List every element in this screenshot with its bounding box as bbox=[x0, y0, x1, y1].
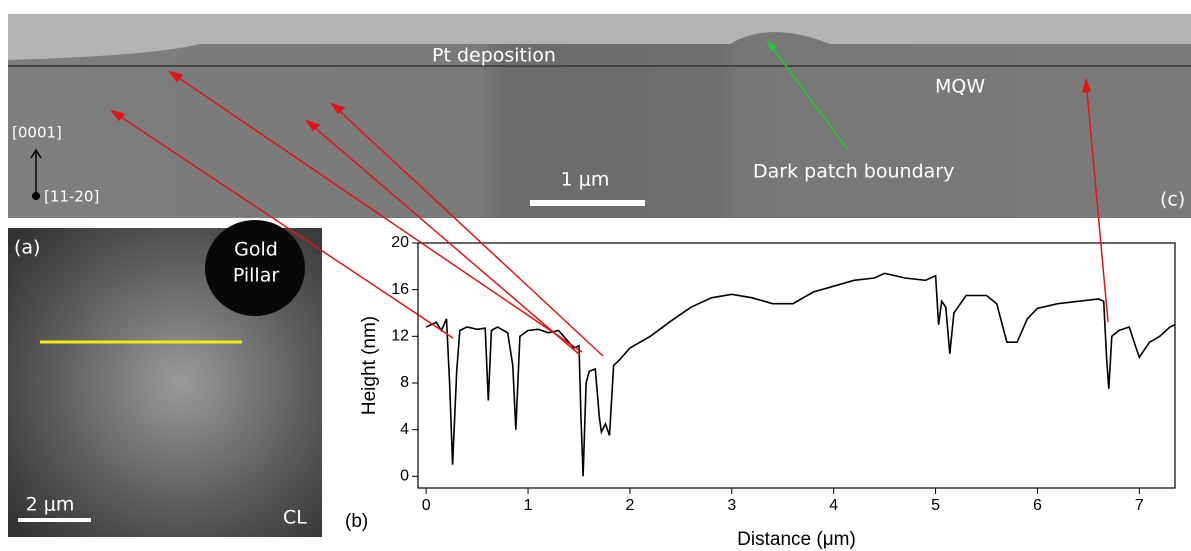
scale-bar-label: 2 μm bbox=[26, 494, 75, 516]
y-tick-label: 12 bbox=[391, 328, 409, 345]
height-profile bbox=[425, 272, 1176, 477]
axis-out-label: [11-20] bbox=[44, 188, 99, 206]
x-tick-label: 1 bbox=[524, 497, 533, 514]
x-tick-label: 4 bbox=[829, 497, 838, 514]
x-tick-label: 3 bbox=[727, 497, 736, 514]
pt-label: Pt deposition bbox=[432, 45, 556, 67]
scale-bar bbox=[530, 200, 645, 206]
boundary-label: Dark patch boundary bbox=[753, 161, 954, 183]
scale-bar-label: 1 μm bbox=[561, 169, 610, 191]
arrows bbox=[110, 70, 1109, 357]
y-axis-label: Height (nm) bbox=[359, 316, 380, 415]
y-tick-label: 4 bbox=[400, 421, 409, 438]
mqw-label: MQW bbox=[935, 76, 985, 98]
pillar-label: Pillar bbox=[233, 265, 280, 287]
cl-image: (a) Gold Pillar 2 μm CL bbox=[8, 220, 322, 537]
panel-label: (b) bbox=[345, 511, 368, 532]
green-arrow bbox=[766, 39, 849, 151]
x-tick-label: 2 bbox=[625, 497, 634, 514]
x-tick-label: 0 bbox=[422, 497, 431, 514]
y-tick-label: 20 bbox=[391, 234, 409, 251]
mode-label: CL bbox=[283, 507, 307, 529]
axis-up-label: [0001] bbox=[12, 124, 62, 142]
panel-label: (c) bbox=[1160, 189, 1185, 211]
panel-label: (a) bbox=[14, 237, 40, 259]
tem-image: Pt deposition MQW Dark patch boundary 1 … bbox=[8, 14, 1191, 218]
y-tick-label: 0 bbox=[400, 468, 409, 485]
x-tick-label: 7 bbox=[1135, 497, 1144, 514]
y-tick-label: 16 bbox=[391, 281, 409, 298]
x-tick-label: 6 bbox=[1033, 497, 1042, 514]
x-axis-label: Distance (μm) bbox=[737, 529, 856, 550]
y-tick-label: 8 bbox=[400, 374, 409, 391]
pillar-label: Gold bbox=[234, 239, 278, 261]
x-tick-label: 5 bbox=[931, 497, 940, 514]
plot-frame bbox=[417, 242, 1176, 489]
